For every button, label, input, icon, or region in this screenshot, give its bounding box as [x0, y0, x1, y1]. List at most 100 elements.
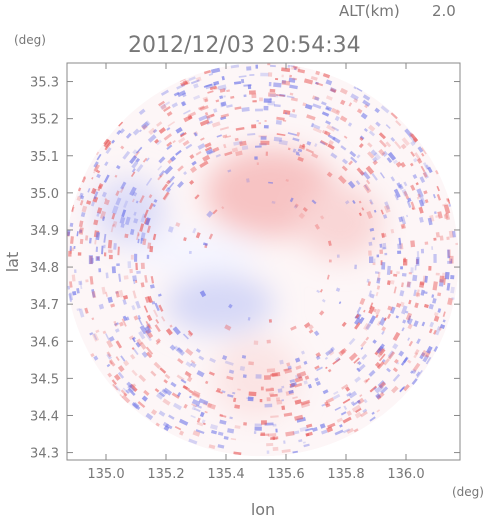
speckle	[384, 252, 388, 256]
speckle	[381, 330, 385, 335]
speckle	[314, 377, 319, 382]
speckle	[98, 303, 105, 310]
speckle	[365, 322, 372, 331]
speckle	[270, 415, 279, 418]
speckle	[198, 398, 209, 406]
speckle	[290, 382, 297, 387]
speckle	[376, 409, 381, 413]
speckle	[325, 120, 331, 125]
speckle	[153, 309, 159, 318]
speckle	[179, 430, 185, 436]
speckle	[183, 171, 188, 176]
speckle	[305, 427, 313, 432]
speckle	[276, 116, 285, 121]
speckle	[356, 108, 363, 114]
speckle	[416, 188, 424, 198]
speckle	[334, 429, 344, 436]
speckle	[67, 229, 71, 236]
speckle	[161, 183, 169, 191]
y-tick-label: 35.0	[30, 187, 59, 202]
speckle	[156, 121, 163, 127]
speckle	[439, 275, 445, 283]
speckle	[294, 357, 301, 363]
speckle	[106, 351, 112, 358]
speckle	[321, 111, 330, 117]
speckle	[325, 348, 334, 356]
speckle	[212, 209, 218, 215]
speckle	[108, 249, 113, 254]
speckle	[98, 268, 102, 273]
speckle	[78, 220, 84, 228]
speckle	[368, 315, 377, 325]
speckle	[152, 203, 156, 208]
speckle	[137, 317, 143, 326]
speckle	[121, 318, 127, 327]
speckle	[315, 380, 321, 386]
speckle	[403, 181, 408, 187]
speckle	[179, 132, 187, 138]
speckle	[348, 102, 353, 107]
speckle	[207, 402, 216, 410]
speckle	[268, 92, 276, 98]
speckle	[336, 254, 340, 258]
speckle	[436, 185, 440, 192]
speckle	[123, 392, 128, 397]
speckle	[292, 396, 298, 400]
speckle	[145, 177, 153, 186]
speckle	[88, 237, 92, 244]
speckle	[89, 276, 94, 285]
speckle	[188, 389, 194, 394]
speckle	[122, 294, 129, 300]
speckle	[140, 237, 143, 244]
speckle	[433, 237, 437, 241]
speckle	[319, 288, 323, 293]
speckle	[264, 120, 267, 122]
speckle	[128, 335, 135, 341]
speckle	[312, 427, 318, 432]
speckle	[135, 341, 141, 348]
speckle	[363, 183, 372, 194]
speckle	[137, 314, 142, 320]
speckle	[401, 305, 408, 315]
speckle	[364, 103, 369, 109]
speckle	[166, 141, 173, 147]
speckle	[146, 351, 153, 359]
speckle	[193, 94, 201, 101]
speckle	[201, 419, 206, 424]
speckle	[124, 233, 129, 239]
speckle	[193, 132, 198, 137]
speckle	[268, 72, 273, 77]
speckle	[428, 328, 433, 334]
speckle	[247, 396, 254, 402]
speckle	[312, 127, 322, 134]
speckle	[319, 423, 326, 429]
speckle	[106, 353, 112, 360]
speckle	[334, 406, 342, 411]
speckle	[131, 337, 136, 343]
speckle	[450, 286, 455, 294]
speckle	[76, 195, 82, 202]
speckle	[78, 280, 83, 286]
speckle	[412, 274, 418, 282]
speckle	[412, 362, 421, 372]
speckle	[294, 414, 304, 421]
speckle	[103, 233, 107, 243]
speckle	[382, 214, 388, 219]
speckle	[383, 317, 387, 321]
speckle	[139, 341, 147, 350]
speckle	[400, 223, 406, 230]
speckle	[265, 151, 269, 156]
speckle	[418, 206, 424, 214]
speckle	[270, 64, 276, 68]
speckle	[316, 366, 323, 372]
speckle	[360, 346, 364, 350]
speckle	[146, 314, 153, 322]
speckle	[93, 161, 99, 168]
speckle	[255, 64, 259, 69]
speckle	[199, 411, 205, 418]
speckle	[282, 119, 287, 122]
speckle	[340, 99, 346, 106]
speckle	[145, 320, 151, 329]
speckle	[206, 115, 211, 121]
